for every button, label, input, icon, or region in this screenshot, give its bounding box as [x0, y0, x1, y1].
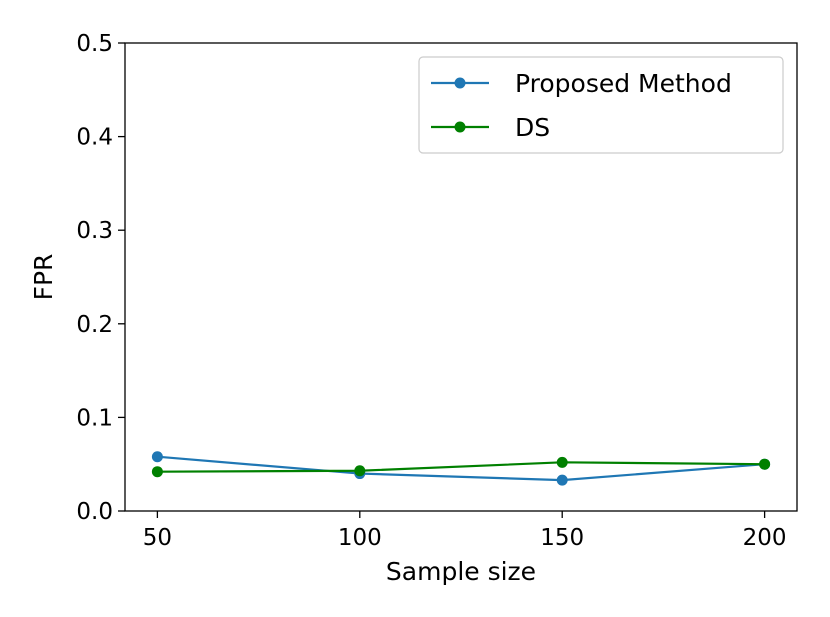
- legend-item: DS: [431, 113, 550, 142]
- data-point: [556, 474, 568, 486]
- data-point: [556, 456, 568, 468]
- series-line: [157, 455, 765, 482]
- series-layer: [151, 451, 771, 486]
- series-line: [157, 461, 765, 473]
- x-tick-label: 100: [338, 525, 382, 551]
- legend-label: DS: [515, 113, 550, 142]
- legend-marker: [454, 77, 466, 89]
- x-tick-label: 50: [143, 525, 172, 551]
- legend-item: Proposed Method: [431, 69, 732, 98]
- y-tick-label: 0.5: [76, 31, 113, 57]
- x-tick-label: 200: [743, 525, 787, 551]
- x-axis-label: Sample size: [386, 557, 536, 586]
- data-point: [354, 465, 366, 477]
- y-tick-label: 0.3: [76, 218, 113, 244]
- legend-box: [418, 56, 784, 154]
- series-1: [151, 456, 771, 478]
- data-point: [151, 466, 163, 478]
- data-point: [759, 458, 771, 470]
- x-tick-label: 150: [540, 525, 584, 551]
- legend-marker: [454, 121, 466, 133]
- data-point: [151, 451, 163, 463]
- legend-label: Proposed Method: [515, 69, 732, 98]
- y-tick-label: 0.1: [76, 405, 113, 431]
- legend: Proposed Method DS: [418, 56, 784, 154]
- y-tick-label: 0.2: [76, 312, 113, 338]
- plot-frame: [124, 42, 798, 512]
- x-axis-ticks: 50 100 150 200: [143, 511, 787, 551]
- y-tick-label: 0.4: [76, 125, 113, 151]
- y-axis-label: FPR: [29, 254, 58, 301]
- y-tick-label: 0.0: [76, 499, 113, 525]
- series-0: [151, 451, 771, 486]
- y-axis-ticks: 0.0 0.1 0.2 0.3 0.4 0.5: [76, 31, 125, 525]
